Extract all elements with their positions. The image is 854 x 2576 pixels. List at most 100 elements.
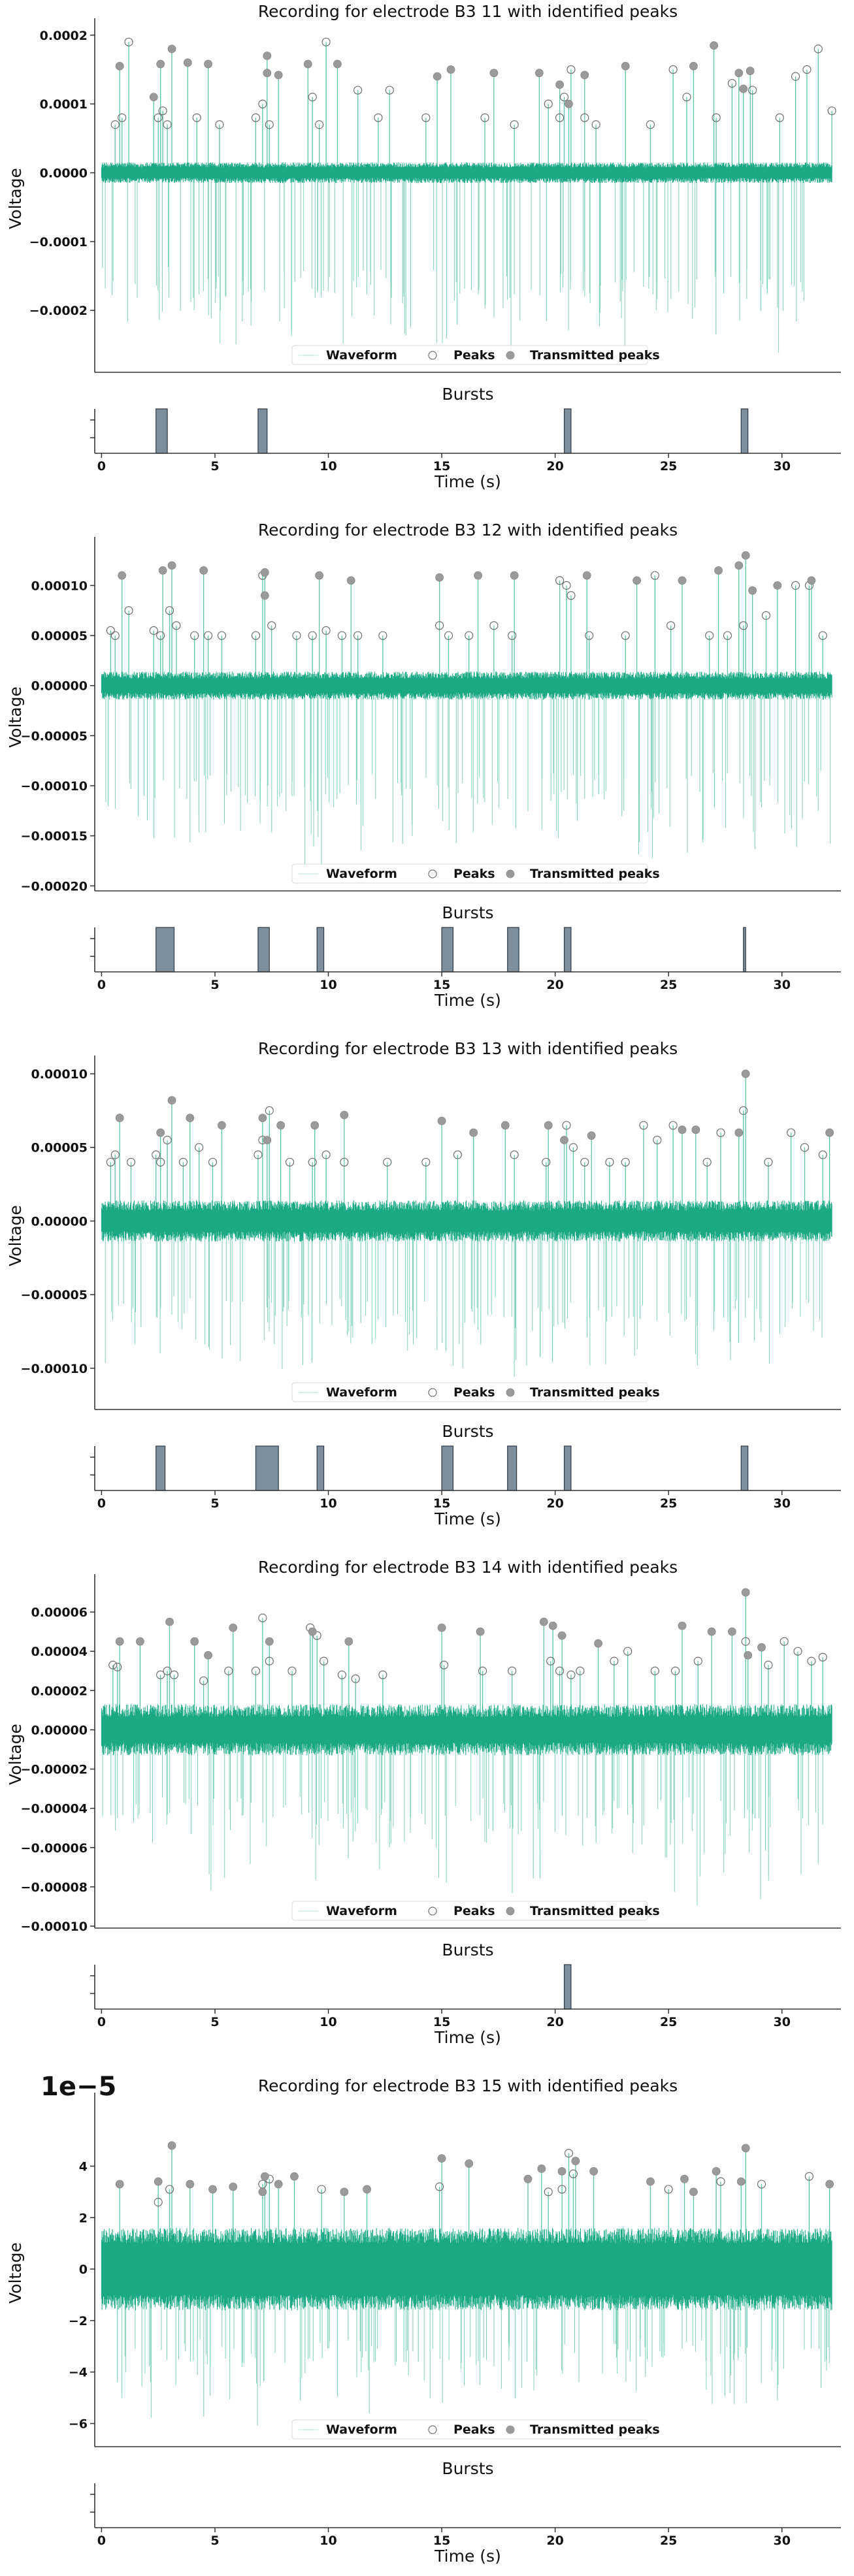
legend-peaks-swatch bbox=[428, 351, 437, 360]
peak-marker bbox=[671, 1666, 680, 1675]
x-tick-label: 15 bbox=[433, 1496, 450, 1511]
peak-marker bbox=[265, 120, 274, 129]
peak-marker bbox=[110, 631, 120, 640]
transmitted-peak-marker bbox=[186, 2180, 195, 2189]
burst-bar bbox=[740, 1445, 749, 1491]
transmitted-peak-marker bbox=[710, 41, 719, 50]
transmitted-peak-marker bbox=[712, 2166, 721, 2176]
x-tick-label: 30 bbox=[774, 1496, 791, 1511]
peak-marker bbox=[224, 1666, 233, 1675]
peak-marker bbox=[435, 621, 444, 630]
transmitted-peak-marker bbox=[190, 1637, 199, 1646]
peak-marker bbox=[818, 1150, 827, 1159]
transmitted-peak-marker bbox=[678, 1621, 687, 1630]
legend-peaks-label: Peaks bbox=[453, 348, 495, 362]
legend: Waveform Peaks Transmitted peaks bbox=[291, 1382, 660, 1402]
peak-marker bbox=[568, 2169, 578, 2178]
y-tick-label: 0.00005 bbox=[31, 1141, 88, 1155]
transmitted-peak-marker bbox=[734, 561, 744, 570]
transmitted-peaks-series bbox=[115, 2141, 834, 2197]
peak-marker bbox=[542, 1157, 551, 1167]
waveform-series bbox=[101, 42, 832, 353]
transmitted-peak-marker bbox=[582, 571, 591, 580]
waveform-spikes-up bbox=[110, 1074, 830, 1221]
x-tick-label: 30 bbox=[774, 2015, 791, 2029]
x-tick-label: 15 bbox=[433, 978, 450, 992]
transmitted-peak-marker bbox=[308, 1627, 317, 1636]
peak-marker bbox=[646, 120, 655, 129]
peak-marker bbox=[321, 1150, 331, 1159]
x-tick-label: 15 bbox=[433, 459, 450, 474]
peak-marker bbox=[741, 1637, 750, 1646]
peak-marker bbox=[576, 1666, 585, 1675]
peak-marker bbox=[791, 581, 800, 590]
peak-marker bbox=[580, 113, 589, 122]
waveform-spikes-up bbox=[114, 42, 832, 173]
peak-marker bbox=[716, 2177, 725, 2186]
peak-marker bbox=[385, 86, 394, 95]
legend-transmitted-label: Transmitted peaks bbox=[530, 1385, 660, 1400]
peak-marker bbox=[308, 631, 317, 640]
peak-marker bbox=[564, 2149, 574, 2158]
transmitted-peak-marker bbox=[510, 571, 519, 580]
transmitted-peak-marker bbox=[156, 1128, 165, 1137]
peak-marker bbox=[544, 2187, 553, 2197]
peak-marker bbox=[793, 1647, 802, 1656]
transmitted-peak-marker bbox=[727, 1627, 736, 1636]
peak-marker bbox=[568, 1143, 578, 1152]
legend-box bbox=[291, 1382, 648, 1402]
peak-marker bbox=[178, 1157, 188, 1167]
transmitted-peak-marker bbox=[437, 1623, 446, 1632]
y-tick-label: −4 bbox=[69, 2366, 88, 2380]
transmitted-peak-marker bbox=[746, 67, 755, 75]
peak-marker bbox=[827, 106, 836, 116]
transmitted-peak-marker bbox=[204, 1650, 212, 1660]
chart-title: Recording for electrode B3 12 with ident… bbox=[258, 521, 678, 539]
peak-marker bbox=[444, 631, 453, 640]
electrode-panel-2: Recording for electrode B3 12 with ident… bbox=[6, 521, 841, 1010]
peak-marker bbox=[113, 1662, 122, 1671]
peak-marker bbox=[217, 631, 226, 640]
transmitted-peak-marker bbox=[199, 566, 208, 575]
bursts-panel: Bursts 0 5 10 15 20 25 30 Time (s) bbox=[90, 385, 841, 491]
peak-marker bbox=[421, 113, 431, 122]
x-tick-label: 25 bbox=[660, 2015, 677, 2029]
transmitted-peak-marker bbox=[263, 69, 272, 78]
transmitted-peak-marker bbox=[523, 2174, 533, 2183]
transmitted-peak-marker bbox=[204, 59, 212, 69]
transmitted-peak-marker bbox=[229, 2182, 238, 2191]
peak-marker bbox=[605, 1157, 614, 1167]
transmitted-peak-marker bbox=[707, 1627, 716, 1636]
x-axis-label: Time (s) bbox=[434, 2028, 501, 2047]
transmitted-peaks-series bbox=[115, 1588, 766, 1660]
peak-marker bbox=[465, 631, 474, 640]
peak-marker bbox=[383, 1157, 392, 1167]
transmitted-peak-marker bbox=[158, 566, 167, 575]
waveform-spikes-down bbox=[102, 1730, 823, 1905]
legend-box bbox=[291, 345, 648, 365]
y-tick-label: 0.0000 bbox=[40, 166, 88, 180]
x-axis-label: Time (s) bbox=[434, 472, 501, 491]
legend-peaks-swatch bbox=[428, 1907, 437, 1916]
peak-marker bbox=[337, 631, 346, 640]
x-tick-label: 25 bbox=[660, 459, 677, 474]
transmitted-peak-marker bbox=[437, 1116, 446, 1125]
peak-marker bbox=[351, 1674, 360, 1683]
legend-waveform-label: Waveform bbox=[326, 1385, 397, 1400]
transmitted-peak-marker bbox=[260, 591, 269, 600]
peak-marker bbox=[421, 1157, 431, 1167]
transmitted-peak-marker bbox=[315, 571, 324, 580]
peak-marker bbox=[203, 631, 213, 640]
peak-marker bbox=[621, 631, 630, 640]
peak-marker bbox=[208, 1157, 218, 1167]
transmitted-peak-marker bbox=[229, 1623, 238, 1632]
legend-peaks-swatch bbox=[428, 1388, 437, 1397]
bursts-panel: Bursts 0 5 10 15 20 25 30 Time (s) bbox=[90, 2459, 841, 2566]
x-tick-label: 0 bbox=[97, 978, 106, 992]
y-offset-label: 1e−5 bbox=[41, 2072, 116, 2102]
peak-marker bbox=[195, 1143, 204, 1152]
transmitted-peak-marker bbox=[217, 1121, 226, 1130]
y-tick-label: 0.00002 bbox=[31, 1684, 88, 1698]
x-tick-label: 25 bbox=[660, 978, 677, 992]
burst-bar bbox=[441, 1445, 454, 1491]
